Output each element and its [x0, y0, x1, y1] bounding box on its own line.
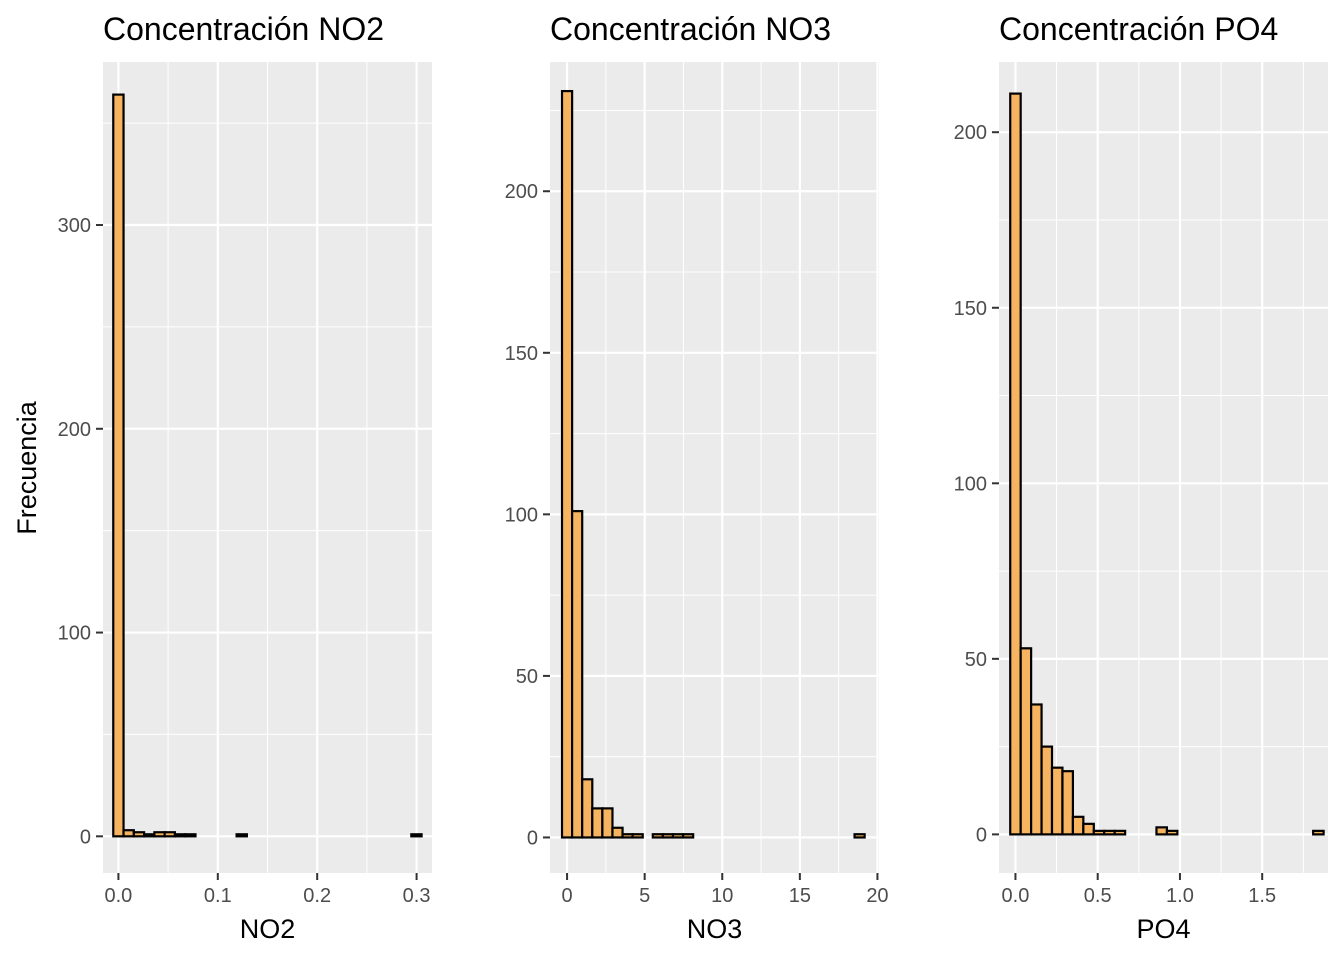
- histogram-bar: [1071, 815, 1085, 836]
- y-tick-label: 0: [976, 824, 987, 846]
- histogram-bar: [1009, 92, 1022, 836]
- panel-title: Concentración NO2: [103, 11, 384, 47]
- x-tick-label: 15: [789, 885, 811, 907]
- histogram-bar: [651, 833, 664, 839]
- histogram-bar: [1092, 829, 1106, 836]
- histogram-bar: [671, 833, 685, 839]
- x-tick-label: 1.0: [1166, 885, 1194, 907]
- x-tick-label: 5: [639, 885, 650, 907]
- histogram-bar: [1312, 829, 1325, 836]
- histogram-bar: [1113, 829, 1127, 836]
- x-tick-label: 0.0: [105, 885, 133, 907]
- histogram-bar: [591, 807, 604, 839]
- histogram-bar: [143, 833, 156, 838]
- histogram-bar: [601, 807, 614, 839]
- histogram-bar: [1103, 829, 1116, 836]
- x-tick-label: 0.3: [403, 885, 431, 907]
- x-tick-label: 0.0: [1002, 885, 1030, 907]
- panel-title: Concentración PO4: [999, 11, 1278, 47]
- x-tick-label: 0: [562, 885, 573, 907]
- y-tick-label: 200: [954, 122, 987, 144]
- y-tick-label: 200: [58, 419, 91, 441]
- y-tick-label: 200: [505, 181, 538, 203]
- histogram-bar: [132, 831, 146, 838]
- histogram-bar: [611, 826, 624, 839]
- panel-background: [999, 62, 1328, 873]
- histogram-bar: [184, 833, 197, 838]
- x-axis-title: PO4: [1136, 914, 1190, 944]
- histogram-bar: [581, 778, 594, 839]
- histogram-bar: [163, 831, 177, 838]
- histogram-bar: [235, 833, 248, 838]
- histogram-bar: [1040, 745, 1054, 836]
- panel-title: Concentración NO3: [550, 11, 831, 47]
- y-tick-label: 100: [954, 473, 987, 495]
- x-tick-label: 0.1: [204, 885, 232, 907]
- y-tick-label: 50: [965, 649, 987, 671]
- y-tick-label: 50: [516, 666, 538, 688]
- histogram-bar: [631, 833, 644, 839]
- x-tick-label: 20: [866, 885, 888, 907]
- histogram-bar: [173, 833, 187, 838]
- x-axis-title: NO3: [687, 914, 743, 944]
- y-tick-label: 150: [954, 298, 987, 320]
- histogram-bar: [681, 833, 695, 839]
- panel-background: [550, 62, 879, 873]
- y-tick-label: 0: [527, 827, 538, 849]
- histogram-bar: [410, 833, 423, 838]
- histogram-bar: [1082, 822, 1095, 836]
- histogram-bar: [1030, 703, 1043, 836]
- histogram-bar: [122, 829, 135, 838]
- panel-1: 0.0 0.1 0.2 0.3 0 100 200 300 Concentración NO2 N…: [58, 11, 432, 944]
- histogram-bar: [112, 93, 125, 838]
- panel-3: 0.0 0.5 1.0 1.5 0 50 100 150 200 Concentración PO…: [954, 11, 1328, 944]
- histogram-bar: [1061, 770, 1075, 836]
- shared-y-axis-title: Frecuencia: [12, 400, 42, 535]
- histogram-bar: [661, 833, 675, 839]
- x-axis-title: NO2: [240, 914, 296, 944]
- histogram-bar: [853, 833, 866, 839]
- histogram-bar: [1155, 826, 1169, 836]
- histogram-bar: [621, 833, 634, 839]
- histogram-bar: [1050, 766, 1064, 836]
- histogram-bar: [571, 510, 584, 839]
- x-tick-label: 1.5: [1248, 885, 1276, 907]
- x-tick-label: 0.5: [1084, 885, 1112, 907]
- histogram-bar: [1019, 647, 1033, 836]
- y-tick-label: 150: [505, 343, 538, 365]
- x-tick-label: 0.2: [303, 885, 331, 907]
- y-tick-label: 300: [58, 215, 91, 237]
- y-tick-label: 100: [58, 623, 91, 645]
- y-tick-label: 100: [505, 504, 538, 526]
- histogram-bar: [560, 89, 574, 839]
- x-tick-label: 10: [711, 885, 733, 907]
- histogram-bar: [1165, 829, 1179, 836]
- histogram-bar: [153, 831, 166, 838]
- y-tick-label: 0: [80, 826, 91, 848]
